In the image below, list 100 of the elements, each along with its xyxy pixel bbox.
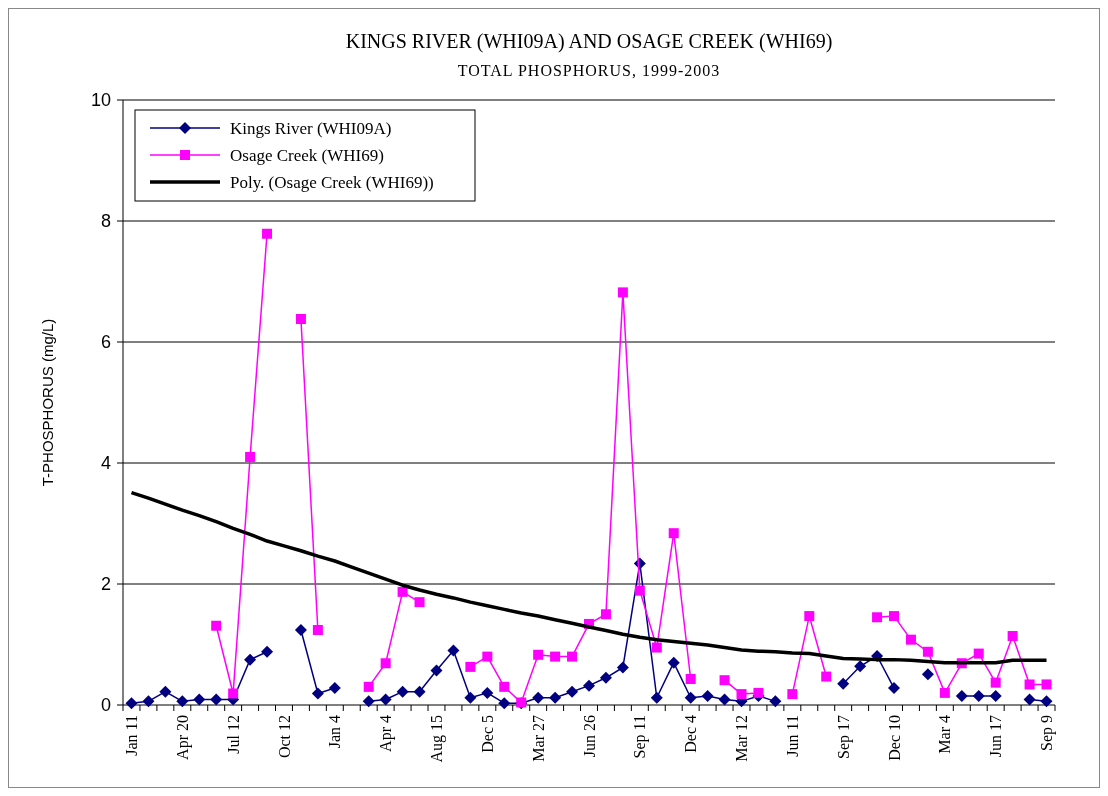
point xyxy=(397,586,408,597)
point xyxy=(312,624,323,635)
point xyxy=(498,697,511,710)
x-tick-label: Jun 11 xyxy=(783,715,801,757)
point xyxy=(989,689,1002,702)
point xyxy=(328,682,341,695)
point xyxy=(888,682,901,695)
point xyxy=(973,648,984,659)
point xyxy=(889,611,900,622)
y-tick-label: 6 xyxy=(100,332,111,353)
x-tick-label: Dec 5 xyxy=(478,715,496,753)
point xyxy=(549,691,562,704)
point xyxy=(567,651,578,662)
x-tick-label: Sep 17 xyxy=(834,715,853,759)
point xyxy=(262,228,273,239)
point xyxy=(228,688,239,699)
x-tick-label: Jul 12 xyxy=(224,715,242,754)
point xyxy=(533,649,544,660)
point xyxy=(769,695,782,708)
point xyxy=(380,658,391,669)
point xyxy=(294,623,307,636)
point xyxy=(363,681,374,692)
chart-subtitle: TOTAL PHOSPHORUS, 1999-2003 xyxy=(457,62,721,79)
point xyxy=(1023,693,1036,706)
point xyxy=(667,656,680,669)
point xyxy=(685,673,696,684)
x-tick-label: Sep 9 xyxy=(1038,715,1057,751)
y-tick-label: 0 xyxy=(100,695,111,716)
point xyxy=(159,685,172,698)
point xyxy=(311,687,324,700)
point xyxy=(447,644,460,657)
point xyxy=(616,661,629,674)
point xyxy=(634,585,645,596)
point xyxy=(481,686,494,699)
x-tick-label: Jun 17 xyxy=(987,715,1005,758)
point xyxy=(718,693,731,706)
point xyxy=(905,634,916,645)
point xyxy=(701,689,714,702)
x-tick-label: Oct 12 xyxy=(275,715,293,759)
point xyxy=(854,660,867,673)
point xyxy=(142,695,155,708)
y-axis-title: T-PHOSPHORUS (mg/L) xyxy=(39,318,56,487)
point xyxy=(719,675,730,686)
point xyxy=(245,451,256,462)
y-tick-label: 2 xyxy=(100,574,111,595)
point xyxy=(414,597,425,608)
x-tick-label: Aug 15 xyxy=(428,715,447,763)
x-tick-label: Sep 11 xyxy=(631,715,650,759)
point xyxy=(1024,679,1035,690)
point xyxy=(176,695,189,708)
chart-title: KINGS RIVER (WHI09A) AND OSAGE CREEK (WHI69) xyxy=(345,30,833,53)
legend-label: Poly. (Osage Creek (WHI69)) xyxy=(230,172,434,192)
x-tick-label: Mar 4 xyxy=(936,715,954,754)
y-tick-label: 10 xyxy=(90,90,111,111)
point xyxy=(532,691,545,704)
point xyxy=(261,645,274,658)
point xyxy=(499,681,510,692)
point xyxy=(837,677,850,690)
y-tick-label: 4 xyxy=(100,453,111,474)
point xyxy=(599,671,612,684)
y-tick-label: 8 xyxy=(100,211,111,232)
point xyxy=(566,685,579,698)
point xyxy=(210,693,223,706)
point xyxy=(1007,631,1018,642)
point xyxy=(600,609,611,620)
point xyxy=(244,653,257,666)
point xyxy=(465,661,476,672)
point xyxy=(753,687,764,698)
point xyxy=(211,620,222,631)
point xyxy=(295,314,306,325)
point xyxy=(972,689,985,702)
point xyxy=(413,685,426,698)
legend-label: Osage Creek (WHI69) xyxy=(230,145,384,165)
x-tick-label: Apr 4 xyxy=(377,715,396,752)
x-tick-label: Jun 26 xyxy=(580,715,598,758)
point xyxy=(684,691,697,704)
x-tick-label: Apr 20 xyxy=(173,715,192,760)
x-tick-label: Jan 11 xyxy=(123,715,141,756)
legend-label: Kings River (WHI09A) xyxy=(230,118,392,138)
point xyxy=(955,689,968,702)
x-tick-label: Jan 4 xyxy=(326,715,344,749)
point xyxy=(379,693,392,706)
x-tick-label: Dec 10 xyxy=(885,715,903,761)
point xyxy=(617,287,628,298)
point xyxy=(990,677,1001,688)
point xyxy=(668,528,679,539)
point xyxy=(736,689,747,700)
point xyxy=(922,646,933,657)
point xyxy=(464,691,477,704)
point xyxy=(193,693,206,706)
point xyxy=(550,651,561,662)
point xyxy=(396,685,409,698)
x-tick-label: Dec 4 xyxy=(682,715,700,753)
point xyxy=(821,671,832,682)
point xyxy=(583,679,595,692)
point xyxy=(362,695,375,708)
point xyxy=(787,689,798,700)
point xyxy=(1040,695,1053,708)
point xyxy=(872,612,883,623)
point xyxy=(804,611,815,622)
